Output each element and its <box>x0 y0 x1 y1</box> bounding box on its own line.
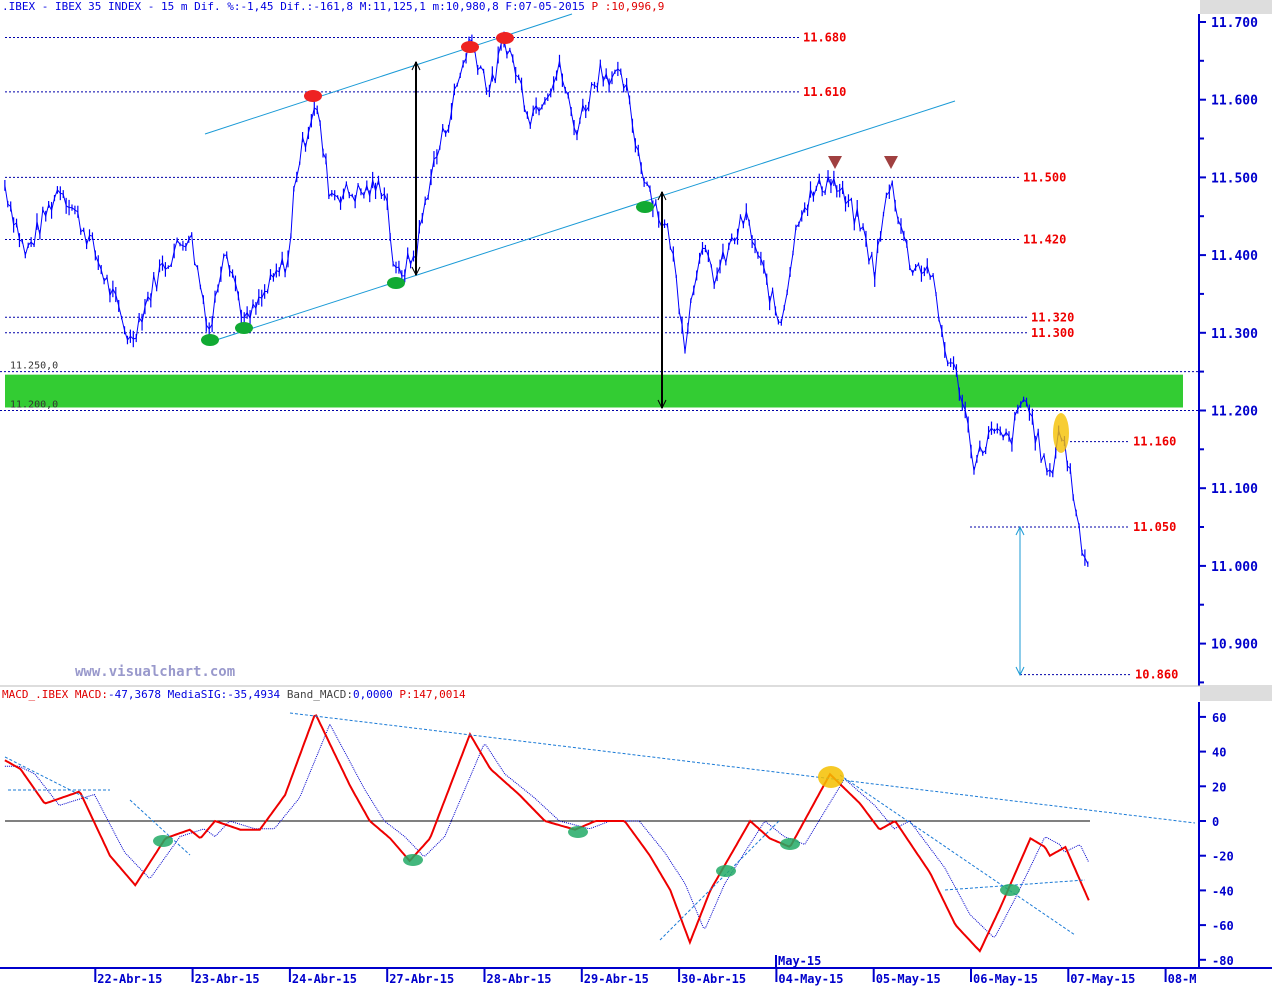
green-pivot-marker <box>235 322 253 334</box>
green-pivot-marker <box>636 201 654 213</box>
macd-cross-marker <box>403 854 423 866</box>
macd-trendline <box>4 756 91 801</box>
level-label: 11.050 <box>1133 520 1176 534</box>
price-tick-label: 11.100 <box>1211 482 1258 497</box>
time-tick-label: 24-Abr-15 <box>292 972 357 986</box>
macd-tick-label: -20 <box>1212 850 1234 864</box>
level-label: 11.320 <box>1031 310 1074 324</box>
price-tick-label: 11.000 <box>1211 560 1258 575</box>
highlight-marker <box>1053 413 1069 453</box>
macd-tick-label: 60 <box>1212 711 1226 725</box>
red-pivot-marker <box>496 32 514 44</box>
channel-lower-line <box>209 100 956 343</box>
macd-tick-label: 0 <box>1212 815 1219 829</box>
level-label: 11.610 <box>803 85 846 99</box>
target-arrow-head <box>1015 525 1025 536</box>
level-label: 11.300 <box>1031 326 1074 340</box>
time-tick-label: 04-May-15 <box>778 972 843 986</box>
macd-tick-label: -40 <box>1212 884 1234 898</box>
price-tick-label: 11.300 <box>1211 327 1258 342</box>
time-tick-label: 29-Abr-15 <box>584 972 649 986</box>
price-tick-label: 11.600 <box>1211 94 1258 109</box>
green-pivot-marker <box>201 334 219 346</box>
level-label: 11.500 <box>1023 170 1066 184</box>
time-tick-label: 06-May-15 <box>973 972 1038 986</box>
time-tick-label: 27-Abr-15 <box>389 972 454 986</box>
down-arrow-icon <box>828 156 842 169</box>
watermark: www.visualchart.com <box>75 664 235 680</box>
price-tick-label: 11.200 <box>1211 405 1258 420</box>
channel-upper-line <box>204 13 573 135</box>
macd-cross-marker <box>153 835 173 847</box>
macd-tick-label: 40 <box>1212 746 1226 760</box>
macd-trendline <box>659 819 781 941</box>
price-tick-label: 11.700 <box>1211 16 1258 31</box>
green-pivot-marker <box>387 277 405 289</box>
macd-highlight-marker <box>818 766 844 788</box>
macd-cross-marker <box>1000 884 1020 896</box>
time-tick-label: 30-Abr-15 <box>681 972 746 986</box>
measure-arrow-1-head <box>411 266 421 277</box>
measure-arrow-2-head <box>657 190 667 201</box>
level-label: 11.160 <box>1133 435 1176 449</box>
price-tick-label: 11.400 <box>1211 249 1258 264</box>
macd-cross-marker <box>716 865 736 877</box>
macd-trendline <box>839 774 1076 936</box>
measure-arrow-1-head <box>411 60 421 71</box>
red-pivot-marker <box>304 90 322 102</box>
zone-low-label: 11.200,0 <box>10 400 58 411</box>
time-tick-label: 28-Abr-15 <box>487 972 552 986</box>
target-arrow-head <box>1015 666 1025 677</box>
macd-cross-marker <box>568 826 588 838</box>
macd-tick-label: -60 <box>1212 919 1234 933</box>
macd-tick-label: 20 <box>1212 780 1226 794</box>
macd-trendline <box>129 799 191 856</box>
macd-cross-marker <box>780 838 800 850</box>
price-tick-label: 10.900 <box>1211 638 1258 653</box>
time-tick-label: 22-Abr-15 <box>97 972 162 986</box>
title-bar-right <box>1200 0 1272 14</box>
time-tick-label: 05-May-15 <box>876 972 941 986</box>
level-label: 10.860 <box>1135 668 1178 682</box>
level-label: 11.680 <box>803 31 846 45</box>
macd-tick-label: -80 <box>1212 954 1234 968</box>
price-header: .IBEX - IBEX 35 INDEX - 15 m Dif. %:-1,4… <box>2 0 665 13</box>
price-tick-label: 11.500 <box>1211 171 1258 186</box>
measure-arrow-2-head <box>657 399 667 410</box>
time-tick-label: 23-Abr-15 <box>195 972 260 986</box>
time-tick-label: 07-May-15 <box>1070 972 1135 986</box>
down-arrow-icon <box>884 156 898 169</box>
month-label: May-15 <box>778 954 821 968</box>
support-zone <box>5 374 1183 408</box>
time-tick-label: 08-M <box>1168 972 1197 986</box>
macd-line <box>4 714 1090 953</box>
red-pivot-marker <box>461 41 479 53</box>
zone-high-label: 11.250,0 <box>10 361 58 372</box>
macd-trendline <box>289 712 1196 824</box>
price-series <box>4 38 1089 565</box>
macd-header: MACD_.IBEX MACD:-47,3678 MediaSIG:-35,49… <box>2 688 466 701</box>
title-bar-right-macd <box>1200 686 1272 701</box>
level-label: 11.420 <box>1023 233 1066 247</box>
signal-line <box>4 723 1090 938</box>
